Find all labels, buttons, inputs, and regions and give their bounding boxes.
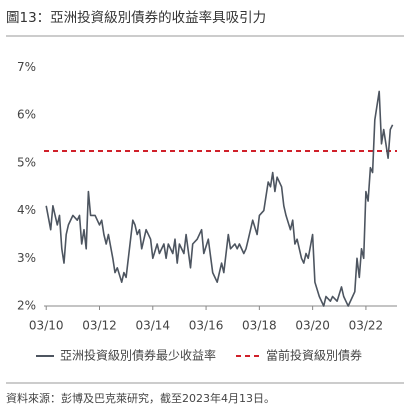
x-tick-label: 03/12 [82,319,117,333]
y-tick-label: 6% [17,108,36,122]
data-line [45,90,394,307]
y-tick-label: 2% [17,299,36,313]
legend-label: 亞洲投資級別債券最少收益率 [60,348,216,363]
y-tick-label: 7% [17,60,36,74]
y-tick-label: 3% [17,251,36,265]
y-tick-label: 5% [17,155,36,169]
chart-title: 圖13：亞洲投資級別債券的收益率具吸引力 [6,9,266,26]
legend-label: 當前投資級別債券 [266,348,362,363]
x-tick-label: 03/18 [242,319,277,333]
x-tick-label: 03/22 [349,319,384,333]
x-tick-label: 03/16 [189,319,224,333]
source-note: 資料來源：彭博及巴克萊研究，截至2023年4月13日。 [6,391,275,405]
x-tick-label: 03/20 [295,319,330,333]
x-tick-label: 03/10 [29,319,64,333]
y-tick-label: 4% [17,203,36,217]
x-tick-label: 03/14 [135,319,170,333]
